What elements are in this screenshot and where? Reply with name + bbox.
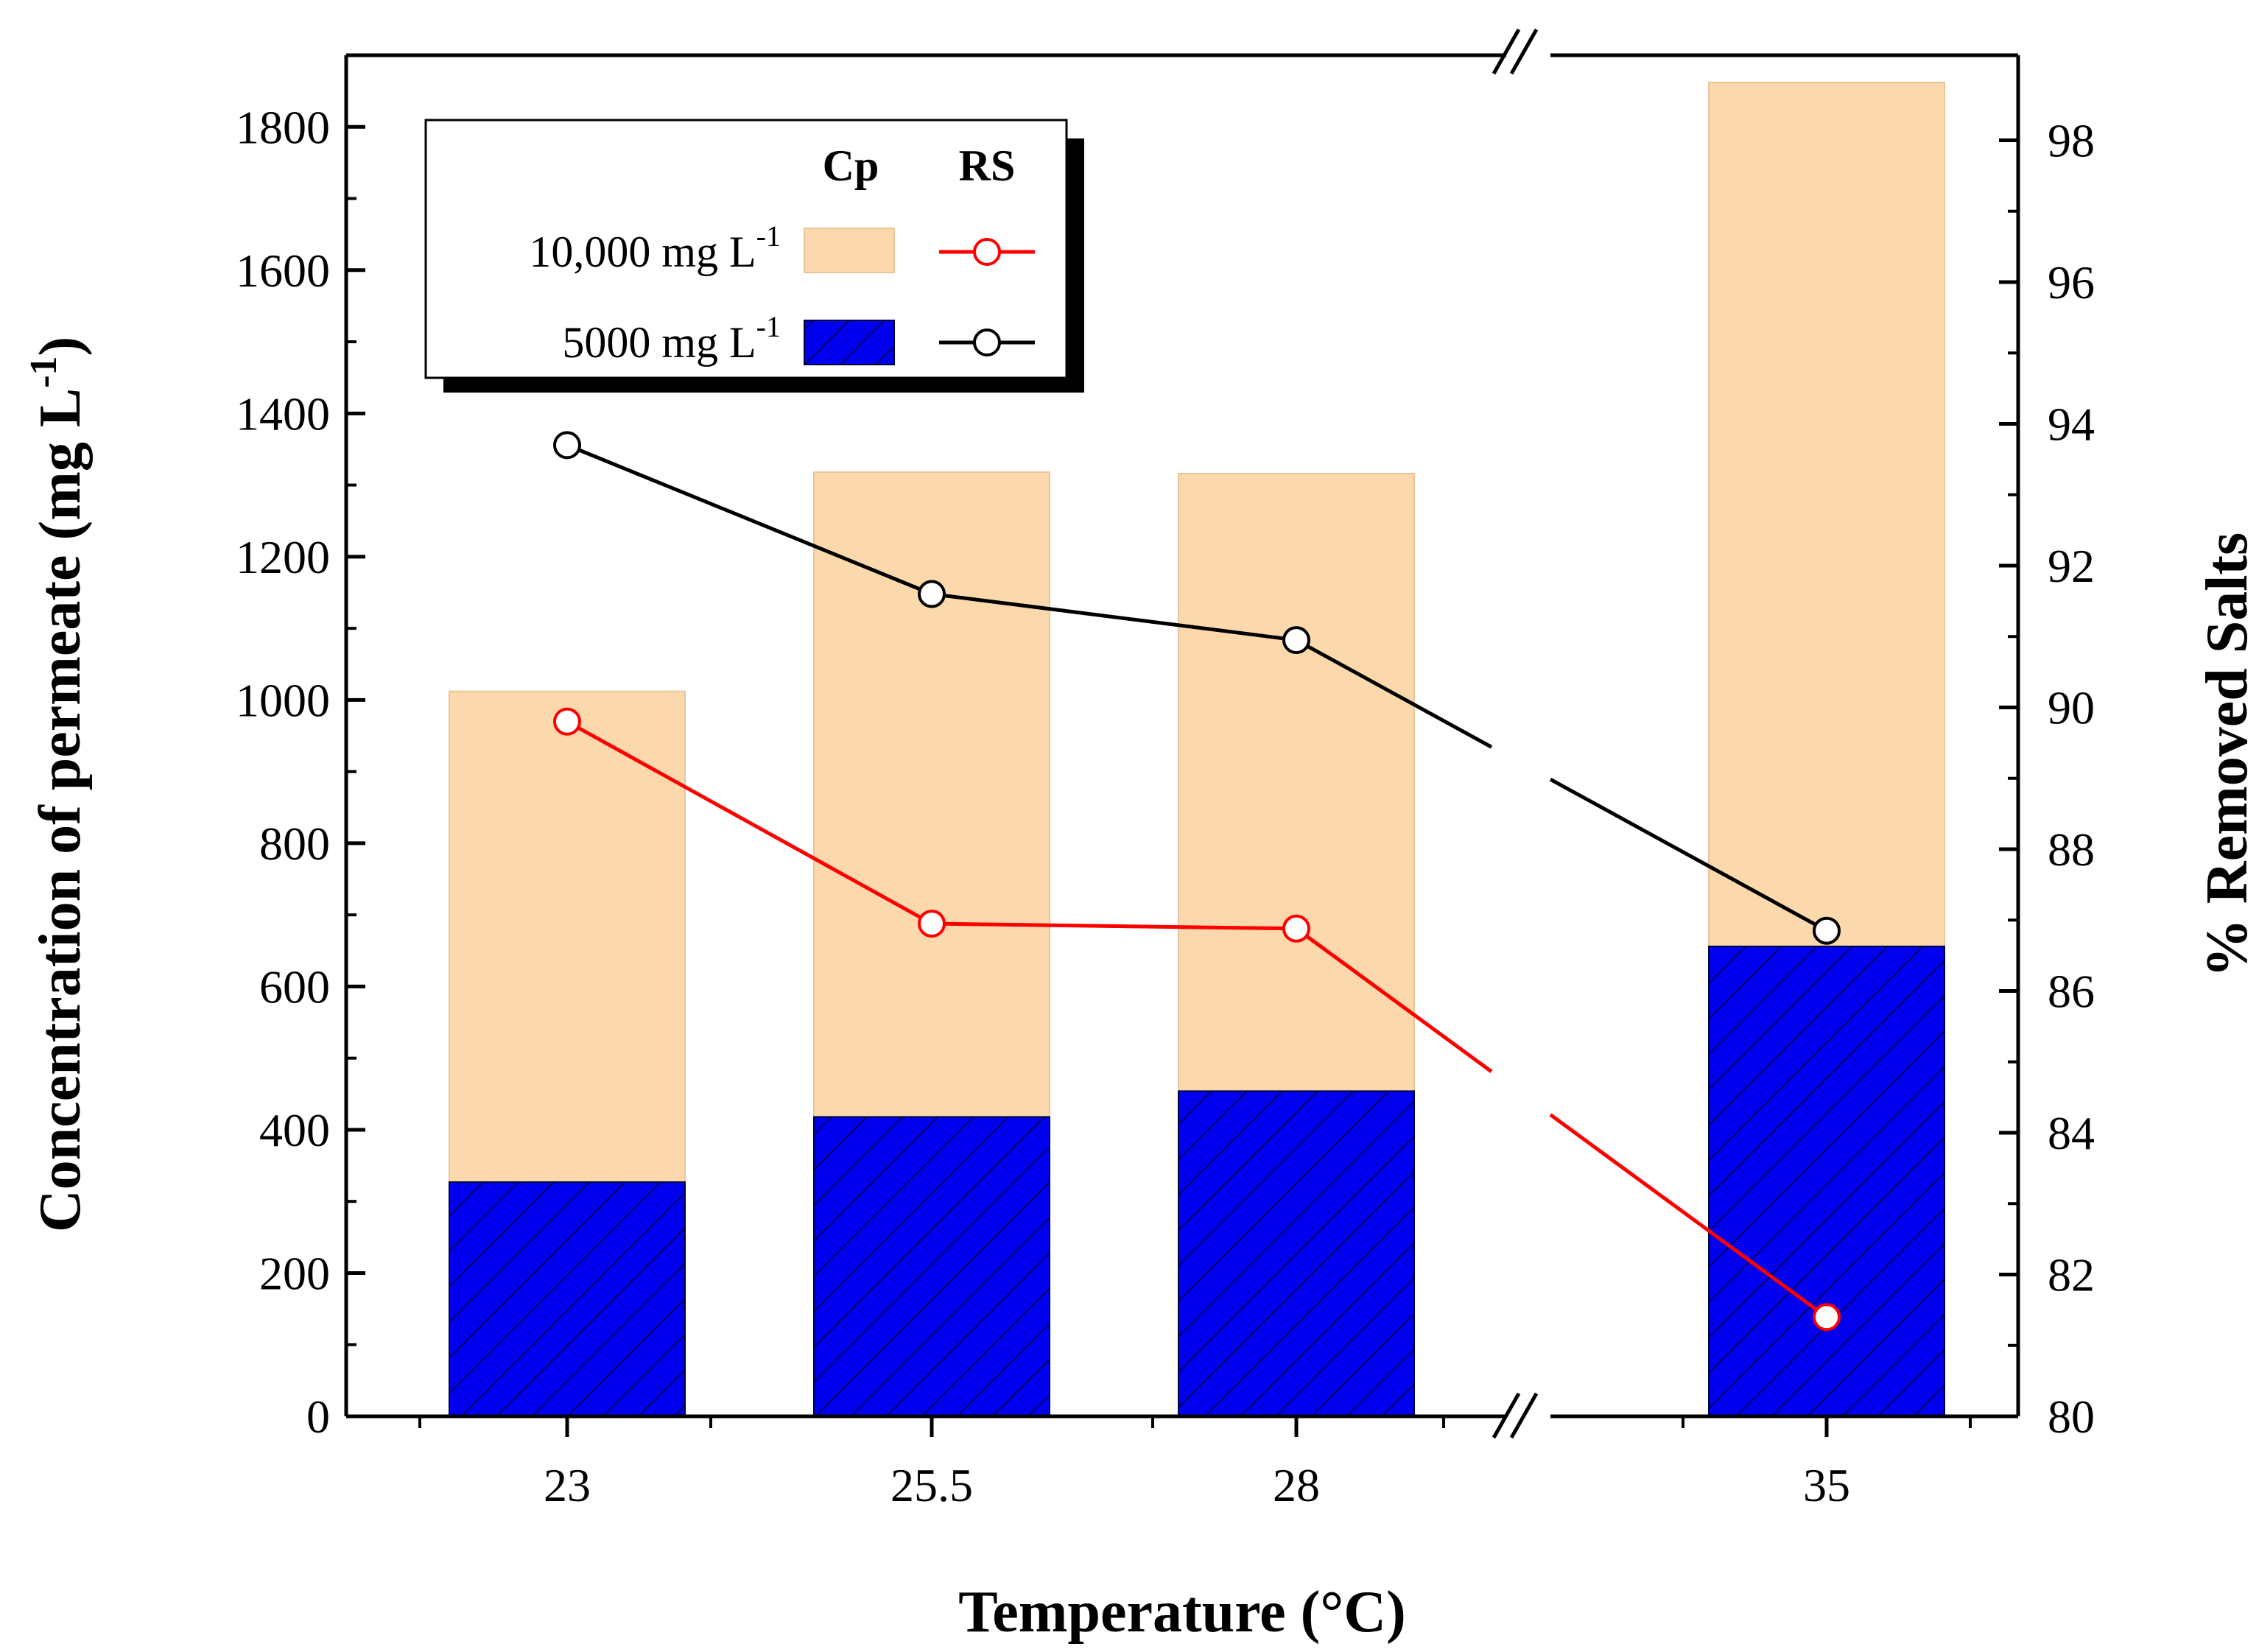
point-5000-28 bbox=[1282, 626, 1310, 655]
x-tick-label-35: 35 bbox=[1803, 1459, 1850, 1511]
y-axis-left: 0 200 400 600 800 1000 1200 1400 1600 1800 bbox=[236, 101, 365, 1443]
x-tick-label-25.5: 25.5 bbox=[890, 1459, 973, 1511]
y-axis-title-main: Concentration of permeate (mg L bbox=[28, 388, 93, 1232]
point-10000-23 bbox=[553, 707, 581, 736]
y-tick-label-600: 600 bbox=[259, 960, 330, 1013]
line-10000-segment-1 bbox=[931, 921, 1297, 931]
legend-label-10000: 10,000 mg L-1 bbox=[529, 219, 781, 276]
legend-marker-10000 bbox=[973, 238, 1001, 266]
legend: Cp RS 10,000 mg L-1 5000 mg L-1 bbox=[424, 119, 1084, 393]
line-5000-segment-2a bbox=[1295, 638, 1493, 749]
bars-5000-group bbox=[449, 945, 1945, 1418]
y-tick-label-1600: 1600 bbox=[236, 245, 330, 297]
line-5000-segment-2b bbox=[1549, 777, 1828, 932]
bar-5000-35 bbox=[1708, 945, 1945, 1418]
bar-5000-23 bbox=[449, 1181, 686, 1417]
line-10000-segment-2b bbox=[1549, 1113, 1828, 1319]
y2-axis-title: % Removed Salts bbox=[2195, 532, 2259, 977]
line-10000-segment-0 bbox=[566, 720, 933, 926]
legend-label-10000-sup: -1 bbox=[756, 219, 781, 253]
y2-tick-label-80: 80 bbox=[2048, 1391, 2095, 1443]
y-tick-label-1200: 1200 bbox=[236, 531, 330, 583]
y-tick-label-0: 0 bbox=[306, 1391, 330, 1443]
y2-tick-label-86: 86 bbox=[2048, 966, 2095, 1018]
point-5000-25.5 bbox=[918, 580, 946, 608]
axis-break-marks bbox=[1492, 28, 1539, 1439]
x-axis-title: Temperature (°C) bbox=[958, 1580, 1405, 1645]
y2-tick-label-92: 92 bbox=[2048, 540, 2095, 592]
legend-box bbox=[424, 119, 1068, 379]
y-tick-label-400: 400 bbox=[259, 1104, 330, 1156]
bar-5000-25.5 bbox=[813, 1116, 1050, 1417]
legend-label-5000: 5000 mg L-1 bbox=[562, 310, 781, 367]
lines-group bbox=[553, 431, 1841, 1332]
point-10000-28 bbox=[1282, 914, 1310, 943]
y2-tick-label-90: 90 bbox=[2048, 682, 2095, 734]
y2-tick-label-96: 96 bbox=[2048, 256, 2095, 309]
y-tick-label-1400: 1400 bbox=[236, 387, 330, 440]
y-axis-title-close: ) bbox=[28, 337, 93, 356]
x-axis: 23 25.5 28 35 bbox=[418, 1416, 1972, 1511]
line-5000-segment-1 bbox=[931, 592, 1297, 642]
bar-5000-28 bbox=[1178, 1090, 1415, 1418]
line-5000-segment-0 bbox=[566, 443, 932, 596]
point-5000-35 bbox=[1813, 916, 1841, 945]
y-tick-label-1000: 1000 bbox=[236, 674, 330, 726]
y-axis-title: Concentration of permeate (mg L-1) bbox=[23, 337, 93, 1232]
y-tick-label-200: 200 bbox=[259, 1247, 330, 1299]
legend-swatch-5000 bbox=[804, 320, 895, 365]
x-tick-label-28: 28 bbox=[1273, 1459, 1320, 1511]
point-5000-23 bbox=[553, 431, 581, 460]
y2-tick-label-94: 94 bbox=[2048, 398, 2095, 451]
line-10000-segment-2a bbox=[1295, 927, 1493, 1073]
x-tick-label-23: 23 bbox=[544, 1459, 591, 1511]
y-tick-label-800: 800 bbox=[259, 818, 330, 870]
y-axis-title-sup: -1 bbox=[23, 356, 65, 387]
y-axis-right: 80 82 84 86 88 90 92 94 96 98 bbox=[1999, 115, 2095, 1443]
y2-tick-label-98: 98 bbox=[2048, 115, 2095, 167]
legend-label-5000-sup: -1 bbox=[756, 310, 781, 343]
y2-tick-label-88: 88 bbox=[2048, 823, 2095, 876]
legend-marker-5000 bbox=[973, 328, 1001, 356]
legend-header-cp: Cp bbox=[823, 141, 879, 190]
legend-label-5000-main: 5000 mg L bbox=[562, 318, 756, 367]
point-10000-25.5 bbox=[918, 910, 946, 938]
legend-label-10000-main: 10,000 mg L bbox=[529, 228, 756, 276]
y-tick-label-1800: 1800 bbox=[236, 101, 330, 153]
legend-swatch-10000 bbox=[804, 228, 895, 273]
legend-header-rs: RS bbox=[959, 141, 1016, 190]
y2-tick-label-84: 84 bbox=[2048, 1107, 2095, 1159]
point-10000-35 bbox=[1813, 1303, 1841, 1332]
y2-tick-label-82: 82 bbox=[2048, 1249, 2095, 1301]
